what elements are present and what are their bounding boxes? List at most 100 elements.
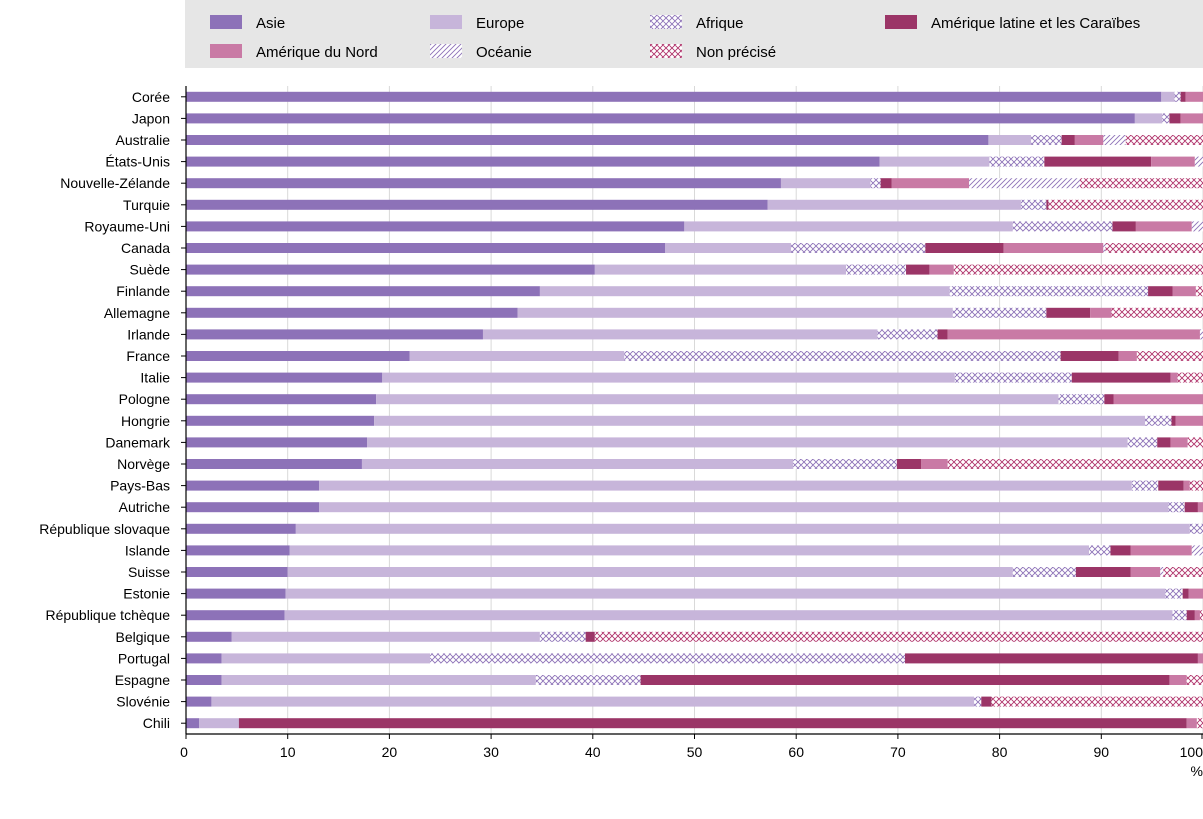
legend-swatch (650, 15, 682, 29)
bar-segment-asie (186, 113, 1135, 124)
bar-segment-afrique (1089, 545, 1111, 556)
bar-segment-amerique-du-nord (1194, 610, 1200, 621)
bar-segment-amerique-du-nord (1151, 156, 1195, 167)
bar-segment-asie (186, 631, 232, 642)
category-label: Hongrie (121, 413, 170, 429)
bar-segment-amerique-du-nord (1183, 480, 1190, 491)
bar-row-portugal (186, 653, 1203, 664)
bar-segment-amerique-du-nord (1118, 351, 1137, 361)
x-tick-label: 100 (1180, 744, 1203, 760)
bar-segment-asie (186, 351, 410, 361)
bar-segment-asie (186, 415, 375, 426)
legend-label: Amérique latine et les Caraïbes (931, 15, 1140, 32)
bar-segment-oceanie (969, 178, 1080, 189)
bar-segment-amerique-latine-et-les-caraibes (1104, 394, 1114, 405)
gridlines (287, 86, 1203, 734)
bar-segment-non-precise (1177, 372, 1203, 383)
bar-row-suisse (186, 567, 1203, 577)
bar-segment-non-precise (1186, 675, 1203, 685)
bar-segment-amerique-du-nord (1169, 675, 1187, 685)
bar-segment-asie (186, 91, 1162, 102)
bar-segment-europe (367, 437, 1128, 448)
category-label: Estonie (123, 586, 170, 602)
bar-row-estonie (186, 588, 1203, 599)
bar-segment-asie (186, 480, 320, 491)
bar-segment-afrique (793, 459, 897, 469)
legend-label: Amérique du Nord (256, 44, 378, 61)
bar-segment-non-precise (1199, 610, 1203, 621)
bar-segment-afrique (989, 156, 1045, 167)
bar-segment-non-precise (594, 631, 1203, 642)
bar-segment-afrique (1127, 437, 1158, 448)
bar-segment-amerique-latine-et-les-caraibes (1184, 502, 1198, 513)
bar-segment-oceanie (1199, 329, 1203, 340)
category-label: Belgique (116, 629, 171, 645)
bar-segment-non-precise (1136, 351, 1203, 361)
bar-segment-afrique (870, 178, 881, 189)
category-label: Nouvelle-Zélande (60, 175, 170, 191)
bar-segment-amerique-latine-et-les-caraibes (1171, 415, 1176, 426)
legend-swatch (210, 44, 242, 58)
bar-segment-non-precise (1111, 307, 1203, 318)
bar-segment-amerique-latine-et-les-caraibes (1157, 437, 1171, 448)
legend-item-amerique-du-nord: Amérique du Nord (210, 44, 378, 61)
bar-segment-europe (879, 156, 990, 167)
bar-segment-amerique-du-nord (1197, 653, 1203, 664)
bar-segment-europe (517, 307, 953, 318)
bar-row-japon (186, 113, 1203, 124)
bar-row-suede (186, 264, 1203, 275)
category-label: Turquie (123, 197, 170, 213)
bar-segment-amerique-latine-et-les-caraibes (1112, 221, 1136, 232)
bar-segment-afrique (1174, 91, 1181, 102)
bar-segment-asie (186, 135, 989, 145)
x-tick-label: 80 (992, 744, 1008, 760)
bar-segment-amerique-latine-et-les-caraibes (238, 718, 1187, 729)
bar-segment-afrique (952, 307, 1047, 318)
bar-segment-non-precise (1079, 178, 1203, 189)
bar-segment-europe (1134, 113, 1163, 124)
bar-segment-europe (767, 199, 1021, 210)
legend: Asie Europe Afrique Amérique latine et les … (210, 15, 1140, 61)
legend-swatch (430, 15, 462, 29)
bar-segment-amerique-du-nord (1135, 221, 1192, 232)
bar-segment-afrique (1168, 502, 1185, 513)
category-label: Canada (121, 240, 170, 256)
bar-segment-afrique (1012, 221, 1113, 232)
category-label: Irlande (127, 326, 170, 342)
bar-segment-afrique (877, 329, 938, 340)
legend-swatch (430, 44, 462, 58)
category-label: Suède (130, 262, 171, 278)
bar-segment-asie (186, 394, 377, 405)
bar-segment-amerique-du-nord (1175, 415, 1203, 426)
bar-row-islande (186, 545, 1203, 556)
bar-row-canada (186, 243, 1203, 253)
bar-row-chili (186, 718, 1203, 729)
bar-segment-amerique-du-nord (1185, 91, 1203, 102)
bar-segment-amerique-du-nord (1113, 394, 1203, 405)
bar-segment-amerique-du-nord (1186, 718, 1197, 729)
bar-segment-amerique-latine-et-les-caraibes (1075, 567, 1131, 577)
bar-segment-amerique-latine-et-les-caraibes (1182, 588, 1189, 599)
bar-segment-amerique-latine-et-les-caraibes (1180, 91, 1186, 102)
category-label: Chili (143, 715, 170, 731)
bar-segment-amerique-latine-et-les-caraibes (1148, 286, 1173, 297)
category-label: Japon (132, 110, 170, 126)
bar-segment-amerique-latine-et-les-caraibes (640, 675, 1170, 685)
bar-segment-non-precise (1196, 718, 1203, 729)
bar-segment-asie (186, 437, 368, 448)
bar-segment-afrique (1172, 610, 1187, 621)
bar-segment-europe (594, 264, 847, 275)
bar-segment-europe (482, 329, 878, 340)
bar-row-pays-bas (186, 480, 1203, 491)
x-tick-label: 50 (687, 744, 703, 760)
bar-row-pologne (186, 394, 1203, 405)
legend-item-asie: Asie (210, 15, 285, 32)
category-label: France (126, 348, 170, 364)
bar-segment-non-precise (1187, 437, 1203, 448)
bar-segment-europe (376, 394, 1059, 405)
bar-segment-amerique-latine-et-les-caraibes (925, 243, 1004, 253)
x-tick-label: 0 (180, 744, 188, 760)
bar-segment-oceanie (1194, 156, 1203, 167)
bar-segment-oceanie (1103, 243, 1106, 253)
bar-segment-afrique (1145, 415, 1172, 426)
